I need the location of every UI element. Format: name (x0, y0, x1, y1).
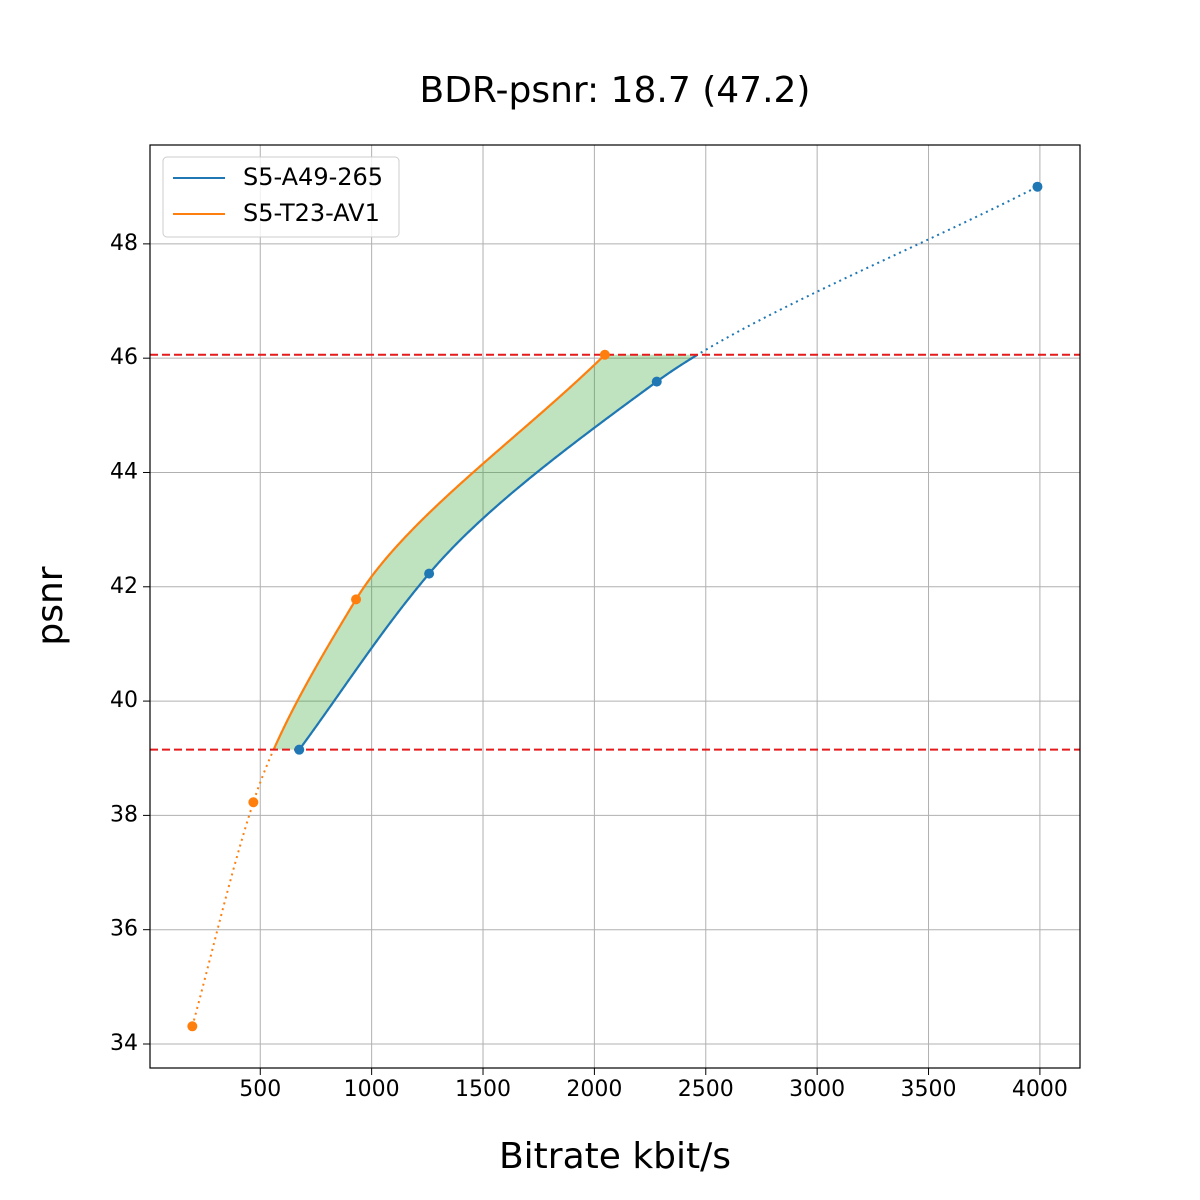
x-tick-label: 500 (239, 1077, 281, 1102)
y-axis-label: psnr (30, 566, 71, 645)
y-tick-label: 44 (110, 459, 138, 484)
legend-label: S5-T23-AV1 (243, 199, 380, 227)
x-tick-label: 2500 (678, 1077, 734, 1102)
data-point (599, 349, 610, 360)
series-overlap-line (272, 353, 606, 751)
x-tick-label: 1000 (344, 1077, 400, 1102)
axes-frame (149, 144, 1081, 1069)
data-point (187, 1021, 198, 1032)
series-line (298, 185, 1038, 751)
y-tick-label: 48 (110, 231, 138, 256)
chart-title: BDR-psnr: 18.7 (47.2) (420, 70, 811, 111)
series-overlap-line (298, 353, 699, 751)
data-point (351, 594, 362, 605)
x-tick-label: 3000 (789, 1077, 845, 1102)
grid (150, 145, 1080, 1068)
data-point (1032, 181, 1043, 192)
y-tick-label: 42 (110, 574, 138, 599)
data-point (294, 744, 305, 755)
y-tick-label: 38 (110, 802, 138, 827)
bd-area (273, 354, 698, 750)
x-tick-label: 3500 (901, 1077, 957, 1102)
x-tick-label: 2000 (566, 1077, 622, 1102)
y-tick-label: 36 (110, 917, 138, 942)
legend-label: S5-A49-265 (243, 163, 383, 191)
y-tick-label: 34 (110, 1031, 138, 1056)
x-axis-label: Bitrate kbit/s (499, 1136, 731, 1177)
plot-area (150, 181, 1080, 1032)
data-point (424, 568, 435, 579)
data-point (248, 797, 259, 808)
x-tick-label: 1500 (455, 1077, 511, 1102)
legend: S5-A49-265 S5-T23-AV1 (162, 156, 400, 238)
data-point (651, 376, 662, 387)
x-tick-label: 4000 (1012, 1077, 1068, 1102)
y-tick-label: 40 (110, 688, 138, 713)
y-tick-label: 46 (110, 345, 138, 370)
